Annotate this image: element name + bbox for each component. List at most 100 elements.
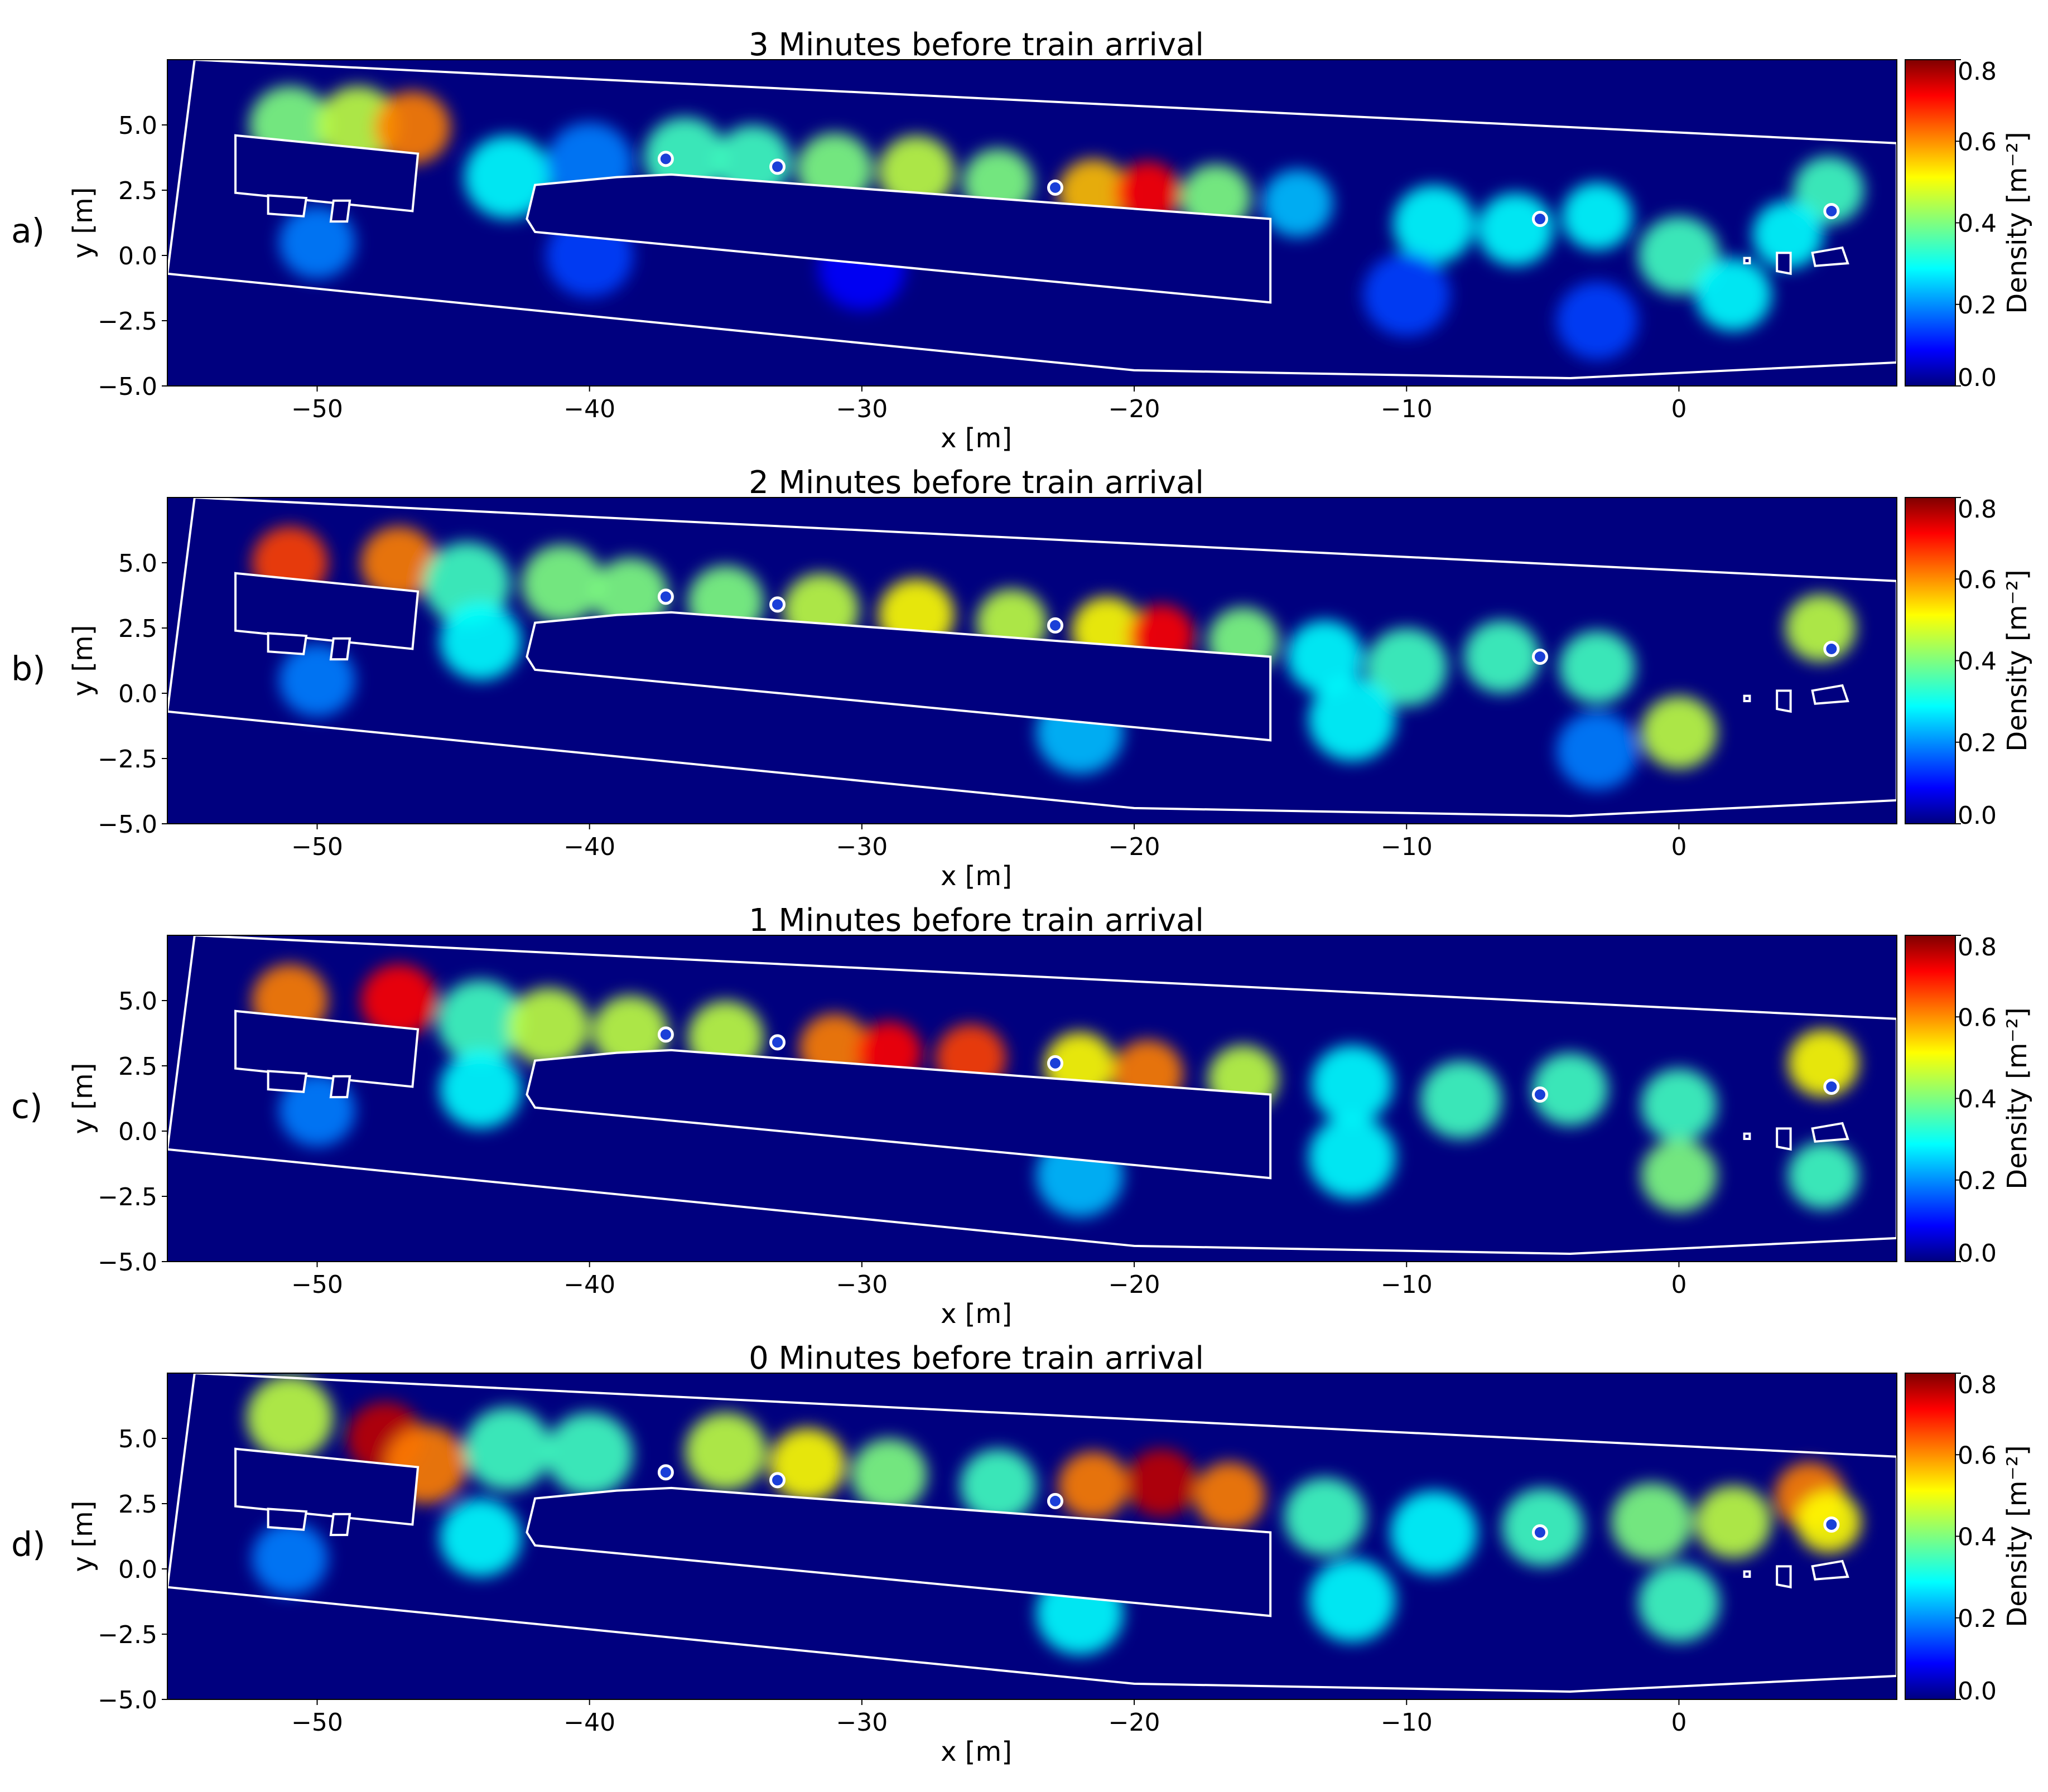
- x-tick-label: −30: [836, 395, 888, 423]
- x-tick-label: −10: [1381, 1708, 1433, 1737]
- colorbar-tick-label: 0.6: [1958, 1441, 1997, 1470]
- obstacle: [1811, 1559, 1849, 1581]
- colorbar-tick-label: 0.0: [1958, 1677, 1997, 1706]
- density-blob: [685, 1412, 767, 1491]
- colorbar-tick-label: 0.8: [1958, 933, 1997, 962]
- density-blob: [279, 206, 355, 279]
- colorbar-tick-label: 0.8: [1958, 495, 1997, 524]
- obstacle: [234, 572, 420, 650]
- axes-frame: [167, 1373, 1897, 1700]
- density-blob: [521, 544, 604, 623]
- panel-letter: c): [11, 1088, 42, 1127]
- panel-0: −50 −40 −30 −20 −10 0 5.0 2.5 0.0 −2.5 −5.0 x [m] y …: [11, 27, 2033, 454]
- obstacle: [526, 1049, 1272, 1180]
- sensor-marker: [657, 151, 674, 167]
- sensor-marker: [1823, 1516, 1840, 1533]
- colorbar-tick-label: 0.2: [1958, 1167, 1997, 1195]
- colorbar-tick-label: 0.4: [1958, 1523, 1997, 1552]
- x-axis-label: x [m]: [941, 1298, 1012, 1330]
- x-tick-label: −50: [291, 395, 343, 423]
- density-blob: [1463, 620, 1540, 693]
- y-tick-label: 2.5: [118, 1052, 157, 1081]
- density-blob: [464, 135, 552, 219]
- sensor-marker: [1531, 648, 1548, 665]
- obstacle: [526, 173, 1272, 304]
- density-blob: [360, 526, 437, 600]
- obstacle: [267, 1508, 308, 1531]
- y-tick-label: −2.5: [98, 1183, 157, 1211]
- obstacle: [1743, 257, 1751, 265]
- obstacle: [526, 611, 1272, 742]
- sensor-marker: [1823, 640, 1840, 657]
- x-axis-label: x [m]: [941, 861, 1012, 892]
- density-blob: [1641, 1139, 1717, 1213]
- density-blob: [1787, 1029, 1859, 1098]
- colorbar: [1905, 935, 1956, 1262]
- sensor-marker: [769, 158, 786, 175]
- density-blob: [769, 1428, 846, 1501]
- obstacle: [329, 1075, 351, 1099]
- panel-title: 3 Minutes before train arrival: [749, 27, 1204, 63]
- colorbar-label: Density [m⁻²]: [2002, 132, 2033, 314]
- density-blob: [1556, 281, 1639, 360]
- sensor-marker: [1047, 1492, 1063, 1509]
- panel-3: −50 −40 −30 −20 −10 0 5.0 2.5 0.0 −2.5 −5.0 x [m] y …: [11, 1340, 2033, 1767]
- obstacle: [526, 1486, 1272, 1617]
- density-blob: [1752, 200, 1824, 269]
- obstacle: [267, 632, 308, 655]
- platform-outline: [167, 60, 1897, 379]
- x-tick-label: −30: [836, 1708, 888, 1737]
- density-blob: [1638, 216, 1720, 295]
- x-tick-label: 0: [1671, 1271, 1686, 1299]
- obstacle: [1811, 684, 1849, 705]
- obstacle: [1776, 1565, 1792, 1589]
- x-tick-label: −10: [1381, 395, 1433, 423]
- density-blob: [1638, 1563, 1720, 1643]
- y-tick-label: 2.5: [118, 1490, 157, 1519]
- colorbar-tick-label: 0.8: [1958, 57, 1997, 86]
- panel-letter: d): [11, 1525, 46, 1564]
- sensor-marker: [1823, 1078, 1840, 1095]
- y-axis-label: y [m]: [68, 1501, 99, 1572]
- y-tick-label: −5.0: [98, 1248, 157, 1277]
- y-axis-label: y [m]: [68, 625, 99, 697]
- x-tick-label: −40: [563, 395, 615, 423]
- density-blob: [1286, 620, 1363, 693]
- sensor-marker: [657, 588, 674, 605]
- density-blob: [1556, 711, 1639, 790]
- sensor-marker: [657, 1464, 674, 1481]
- density-blob: [1641, 695, 1717, 769]
- density-blob: [1311, 1045, 1393, 1123]
- obstacle: [267, 194, 308, 218]
- density-blob: [1308, 1558, 1396, 1643]
- density-blob: [1785, 594, 1856, 662]
- density-blob: [1308, 677, 1396, 761]
- y-tick-label: 5.0: [118, 549, 157, 578]
- density-blob: [437, 979, 524, 1064]
- density-blob: [464, 1407, 552, 1491]
- x-tick-label: 0: [1671, 833, 1686, 861]
- y-tick-label: −5.0: [98, 810, 157, 839]
- obstacle: [1776, 252, 1792, 276]
- obstacle: [329, 199, 351, 223]
- x-tick-label: −10: [1381, 1271, 1433, 1299]
- colorbar-tick-label: 0.2: [1958, 291, 1997, 320]
- colorbar-label: Density [m⁻²]: [2002, 1007, 2033, 1190]
- density-blob: [1194, 1462, 1265, 1530]
- sensor-marker: [1531, 1086, 1548, 1103]
- density-blob: [1420, 1060, 1502, 1139]
- y-tick-label: −5.0: [98, 1686, 157, 1714]
- obstacle: [234, 1447, 420, 1526]
- panel-title: 1 Minutes before train arrival: [749, 902, 1204, 939]
- sensor-marker: [1047, 617, 1063, 634]
- density-blob: [440, 602, 522, 680]
- colorbar-tick-label: 0.0: [1958, 1239, 1997, 1268]
- colorbar-tick-label: 0.6: [1958, 128, 1997, 156]
- density-blob: [1695, 258, 1772, 331]
- x-tick-label: −50: [291, 1708, 343, 1737]
- x-tick-label: −50: [291, 833, 343, 861]
- density-blob: [360, 964, 437, 1037]
- y-tick-label: 5.0: [118, 987, 157, 1016]
- density-blob: [1126, 1448, 1197, 1517]
